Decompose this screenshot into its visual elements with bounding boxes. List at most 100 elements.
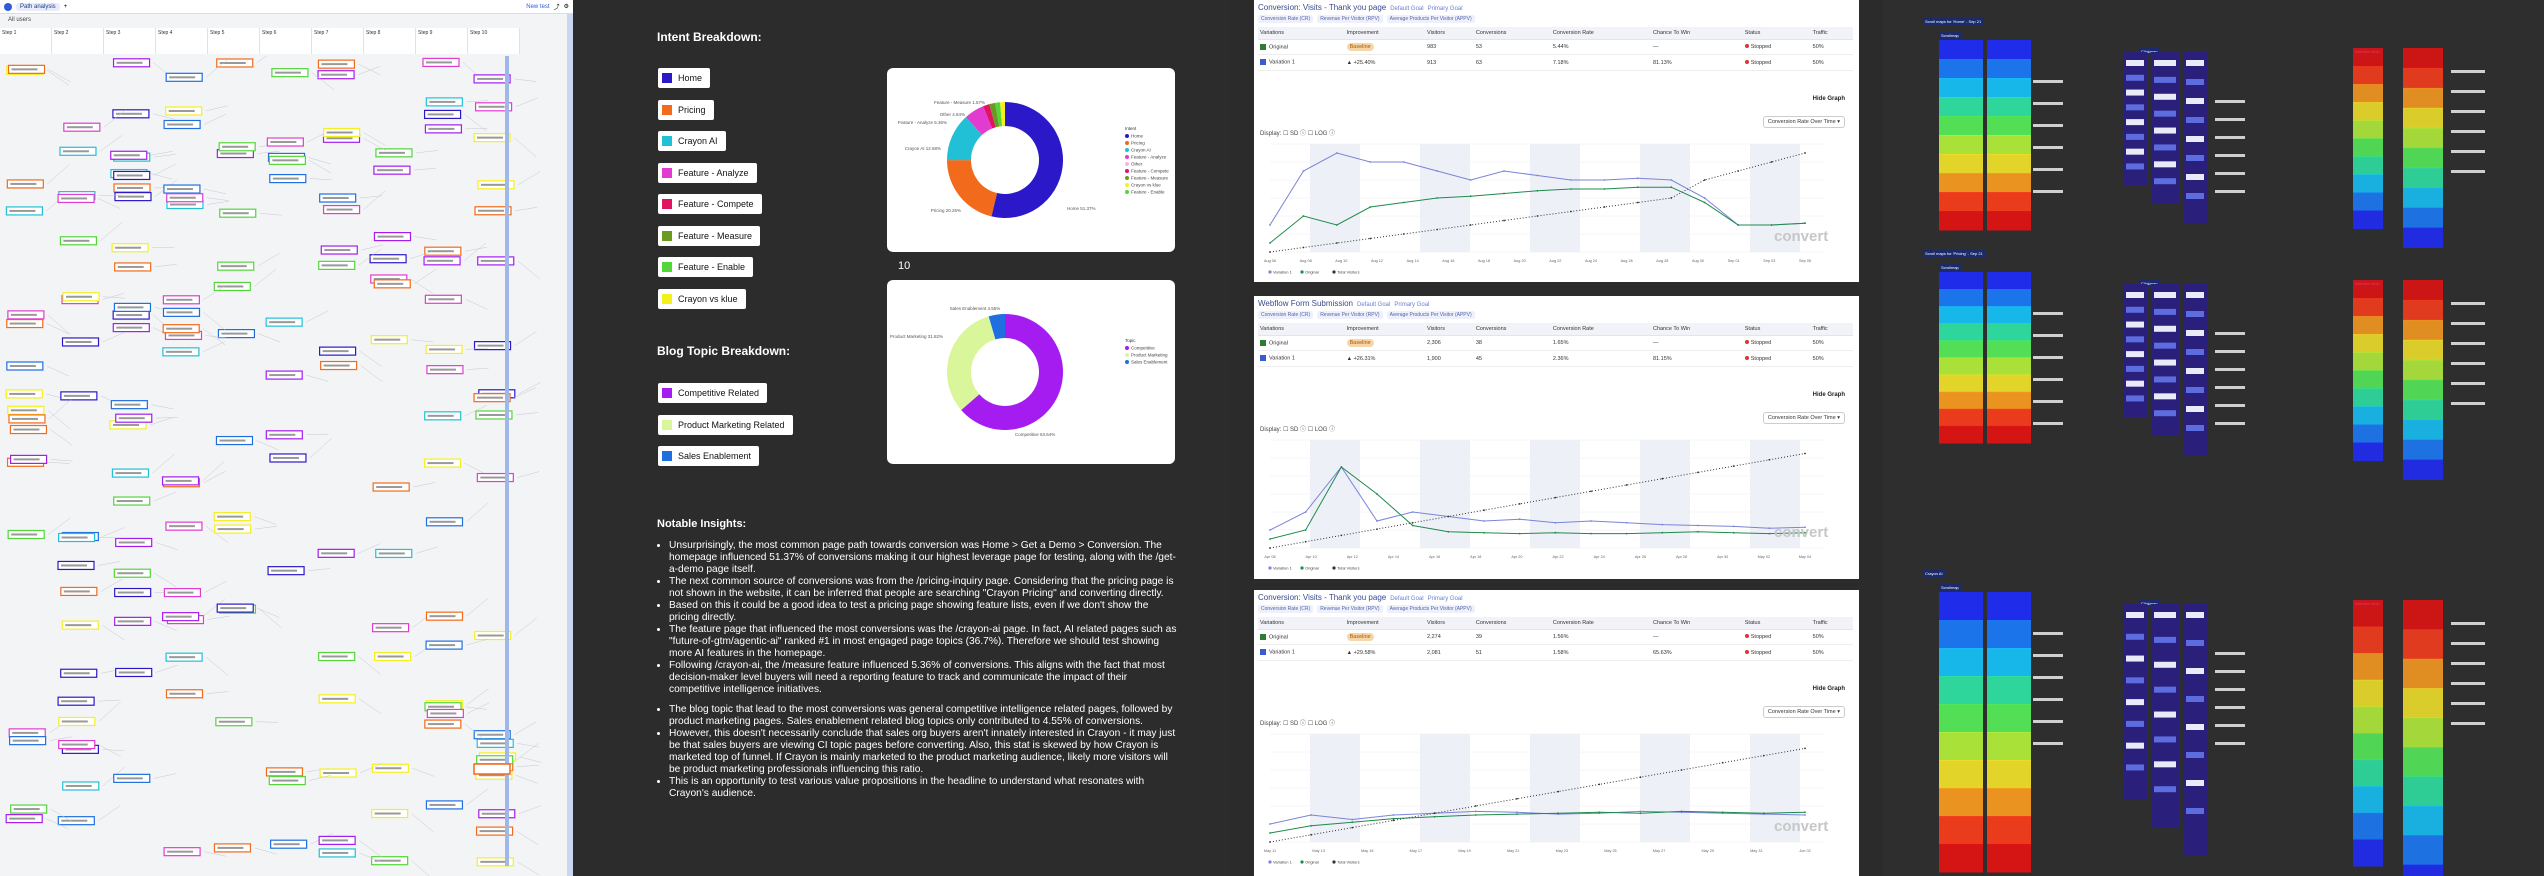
chart-legend-item[interactable]: Original bbox=[1305, 566, 1319, 571]
metric-tab[interactable]: Conversion Rate (CR) bbox=[1258, 311, 1314, 319]
step-column-3[interactable]: Step 3 bbox=[104, 28, 156, 54]
step-column-4[interactable]: Step 4 bbox=[156, 28, 208, 54]
metric-tab[interactable]: Revenue Per Visitor (RPV) bbox=[1317, 15, 1383, 23]
annotation-line bbox=[2033, 422, 2063, 425]
legend-value: 13 bbox=[898, 197, 911, 209]
chart-type-dropdown[interactable]: Conversion Rate Over Time ▾ bbox=[1762, 706, 1845, 718]
table-row[interactable]: Original Baseline 2,306 38 1.65% — Stopped 50% bbox=[1258, 335, 1853, 352]
display-options[interactable]: Display: ☐ SD ⓘ ☐ LOG ⓘ bbox=[1260, 721, 1336, 727]
variation-1-line-point bbox=[1302, 170, 1305, 172]
variation-checkbox[interactable] bbox=[1260, 355, 1266, 362]
default-goal-tag[interactable]: Default Goal bbox=[1390, 596, 1424, 602]
chart-legend-item[interactable]: Original bbox=[1305, 860, 1319, 865]
step-column-7[interactable]: Step 7 bbox=[312, 28, 364, 54]
add-tab-icon[interactable]: + bbox=[63, 3, 68, 10]
status-text: Stopped bbox=[1750, 649, 1772, 656]
variation-checkbox[interactable] bbox=[1260, 59, 1266, 66]
display-options[interactable]: Display: ☐ SD ⓘ ☐ LOG ⓘ bbox=[1260, 427, 1336, 433]
vertical-scrollbar[interactable] bbox=[567, 14, 573, 876]
donut-legend-dot bbox=[1125, 183, 1129, 187]
chart-legend-item[interactable]: Variation 1 bbox=[1273, 270, 1293, 275]
metric-tab[interactable]: Average Products Per Visitor (APPV) bbox=[1386, 311, 1475, 319]
path-flow-diagram[interactable] bbox=[0, 56, 573, 876]
metric-tab[interactable]: Average Products Per Visitor (APPV) bbox=[1386, 15, 1475, 23]
variation-checkbox[interactable] bbox=[1260, 340, 1266, 346]
donut-data-label: Feature - Analyze 5.36% bbox=[898, 120, 947, 125]
path-node-text bbox=[321, 63, 348, 66]
variation-name-cell[interactable]: Original bbox=[1258, 629, 1345, 646]
metric-tab[interactable]: Average Products Per Visitor (APPV) bbox=[1386, 605, 1475, 613]
metric-tab[interactable]: Revenue Per Visitor (RPV) bbox=[1317, 605, 1383, 613]
chart-type-dropdown[interactable]: Conversion Rate Over Time ▾ bbox=[1762, 116, 1845, 128]
primary-goal-tag[interactable]: Primary Goal bbox=[1394, 302, 1430, 308]
conversions-cell: 39 bbox=[1473, 629, 1551, 646]
scrollmap-band bbox=[1939, 78, 1983, 98]
variation-1-line-point bbox=[1269, 224, 1271, 226]
chart-type-dropdown[interactable]: Conversion Rate Over Time ▾ bbox=[1762, 412, 1845, 424]
variation-name-cell[interactable]: Original bbox=[1258, 39, 1345, 56]
metric-tab[interactable]: Revenue Per Visitor (RPV) bbox=[1317, 311, 1383, 319]
attention-band bbox=[2403, 379, 2443, 401]
path-node-text bbox=[10, 182, 37, 185]
step-column-2[interactable]: Step 2 bbox=[52, 28, 104, 54]
tab-path-analysis[interactable]: Path analysis bbox=[16, 2, 60, 11]
metric-tab[interactable]: Conversion Rate (CR) bbox=[1258, 605, 1314, 613]
chart-legend-item[interactable]: Total Visitors bbox=[1337, 860, 1360, 865]
step-column-1[interactable]: Step 1 bbox=[0, 28, 52, 54]
annotation-line bbox=[2451, 682, 2485, 685]
display-options[interactable]: Display: ☐ SD ⓘ ☐ LOG ⓘ bbox=[1260, 131, 1336, 137]
highlight-node[interactable] bbox=[473, 763, 511, 775]
default-goal-tag[interactable]: Default Goal bbox=[1390, 6, 1424, 12]
variation-1-line-point bbox=[1625, 521, 1628, 524]
variation-name-cell[interactable]: Variation 1 bbox=[1258, 350, 1345, 367]
variation-name-cell[interactable]: Variation 1 bbox=[1258, 54, 1345, 71]
primary-goal-tag[interactable]: Primary Goal bbox=[1427, 6, 1463, 12]
attention-band bbox=[2353, 812, 2383, 840]
step-column-9[interactable]: Step 9 bbox=[416, 28, 468, 54]
table-row[interactable]: Variation 1 ▲ +26.31% 1,900 45 2.36% 81.15% St… bbox=[1258, 350, 1853, 367]
total-visitors-line bbox=[1269, 747, 1806, 843]
hide-graph-button[interactable]: Hide Graph bbox=[1812, 96, 1845, 102]
table-row[interactable]: Original Baseline 983 53 5.44% — Stopped 50% bbox=[1258, 39, 1853, 56]
variation-checkbox[interactable] bbox=[1260, 649, 1266, 656]
rate-cell: 7.18% bbox=[1550, 54, 1651, 71]
original-line-point bbox=[1804, 531, 1806, 534]
attention-band bbox=[2403, 439, 2443, 461]
scrollmap-band bbox=[1987, 192, 2031, 212]
chart-legend-item[interactable]: Variation 1 bbox=[1273, 566, 1293, 571]
table-row[interactable]: Variation 1 ▲ +25.40% 913 63 7.18% 81.13% Stop… bbox=[1258, 54, 1853, 71]
primary-goal-tag[interactable]: Primary Goal bbox=[1427, 596, 1463, 602]
step-column-5[interactable]: Step 5 bbox=[208, 28, 260, 54]
chart-legend-item[interactable]: Total Visitors bbox=[1337, 566, 1360, 571]
chart-legend-item[interactable]: Total Visitors bbox=[1337, 270, 1360, 275]
table-row[interactable]: Variation 1 ▲ +29.58% 2,081 51 1.58% 65.63% St… bbox=[1258, 644, 1853, 661]
variation-checkbox[interactable] bbox=[1260, 44, 1266, 50]
chart-legend-item[interactable]: Variation 1 bbox=[1273, 860, 1293, 865]
step-column-6[interactable]: Step 6 bbox=[260, 28, 312, 54]
variation-name-cell[interactable]: Original bbox=[1258, 335, 1345, 352]
variation-checkbox[interactable] bbox=[1260, 634, 1266, 640]
new-test-link[interactable]: New test bbox=[526, 3, 550, 10]
variation-name-cell[interactable]: Variation 1 bbox=[1258, 644, 1345, 661]
total-visitors-line-point bbox=[1340, 534, 1343, 537]
table-row[interactable]: Original Baseline 2,274 39 1.56% — Stopped 50% bbox=[1258, 629, 1853, 646]
chart-legend-item[interactable]: Original bbox=[1305, 270, 1319, 275]
metric-tab[interactable]: Conversion Rate (CR) bbox=[1258, 15, 1314, 23]
path-node-text bbox=[118, 671, 145, 674]
path-connector bbox=[517, 861, 540, 876]
clickmap-label: Clickmap bbox=[2139, 280, 2160, 287]
default-goal-tag[interactable]: Default Goal bbox=[1357, 302, 1391, 308]
path-node-text bbox=[375, 626, 402, 629]
attention-band bbox=[2353, 370, 2383, 389]
path-node-text bbox=[272, 177, 299, 180]
settings-icon[interactable]: ⚙ bbox=[563, 4, 569, 10]
step-column-10[interactable]: Step 10 bbox=[468, 28, 520, 54]
original-line-point bbox=[1680, 810, 1683, 813]
share-icon[interactable]: ⤴ bbox=[553, 5, 560, 11]
path-node-text bbox=[116, 174, 143, 177]
hide-graph-button[interactable]: Hide Graph bbox=[1812, 686, 1845, 692]
path-connector bbox=[464, 405, 487, 417]
filter-label[interactable]: All users bbox=[8, 17, 32, 23]
hide-graph-button[interactable]: Hide Graph bbox=[1812, 392, 1845, 398]
step-column-8[interactable]: Step 8 bbox=[364, 28, 416, 54]
